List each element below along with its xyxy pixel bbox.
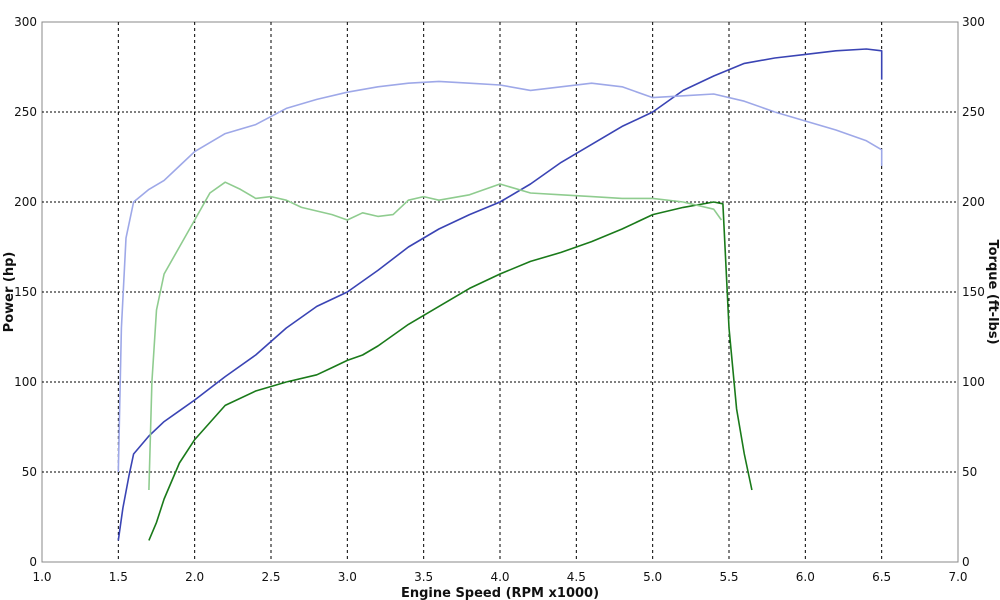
y2-axis-label: Torque (ft-lbs): [985, 239, 1000, 344]
x-tick-label: 7.0: [948, 570, 967, 584]
x-tick-label: 1.5: [109, 570, 128, 584]
x-axis-label: Engine Speed (RPM x1000): [401, 586, 599, 600]
series-lines: [117, 48, 883, 541]
y-tick-labels: 0 50 100 150 200 250 300: [14, 15, 37, 569]
y2-tick-labels: 0 50 100 150 200 250 300: [962, 15, 985, 569]
y-tick-label: 150: [14, 285, 37, 299]
y-tick-label: 0: [29, 555, 37, 569]
series-line-1: [117, 48, 883, 541]
x-tick-label: 3.5: [414, 570, 433, 584]
x-tick-labels: 1.0 1.5 2.0 2.5 3.0 3.5 4.0 4.5 5.0 5.5 6.0 6.5 7.0: [32, 570, 967, 584]
x-tick-label: 5.0: [643, 570, 662, 584]
x-tick-label: 2.0: [185, 570, 204, 584]
x-tick-label: 4.0: [490, 570, 509, 584]
x-tick-label: 6.5: [872, 570, 891, 584]
y2-tick-label: 300: [962, 15, 985, 29]
x-tick-label: 4.5: [567, 570, 586, 584]
x-tick-label: 3.0: [338, 570, 357, 584]
y-tick-label: 250: [14, 105, 37, 119]
series-line-3: [148, 201, 753, 541]
y2-tick-label: 50: [962, 465, 977, 479]
y-tick-label: 200: [14, 195, 37, 209]
y-tick-label: 100: [14, 375, 37, 389]
x-tick-label: 6.0: [796, 570, 815, 584]
y2-tick-label: 250: [962, 105, 985, 119]
y2-tick-label: 100: [962, 375, 985, 389]
y-tick-label: 300: [14, 15, 37, 29]
y2-tick-label: 150: [962, 285, 985, 299]
y-axis-label: Power (hp): [2, 252, 17, 333]
series-line-4: [148, 181, 723, 491]
x-tick-label: 5.5: [719, 570, 738, 584]
x-tick-label: 2.5: [261, 570, 280, 584]
series-line-2: [117, 80, 883, 473]
y2-tick-label: 200: [962, 195, 985, 209]
x-tick-label: 1.0: [32, 570, 51, 584]
y2-tick-label: 0: [962, 555, 970, 569]
y-tick-label: 50: [22, 465, 37, 479]
